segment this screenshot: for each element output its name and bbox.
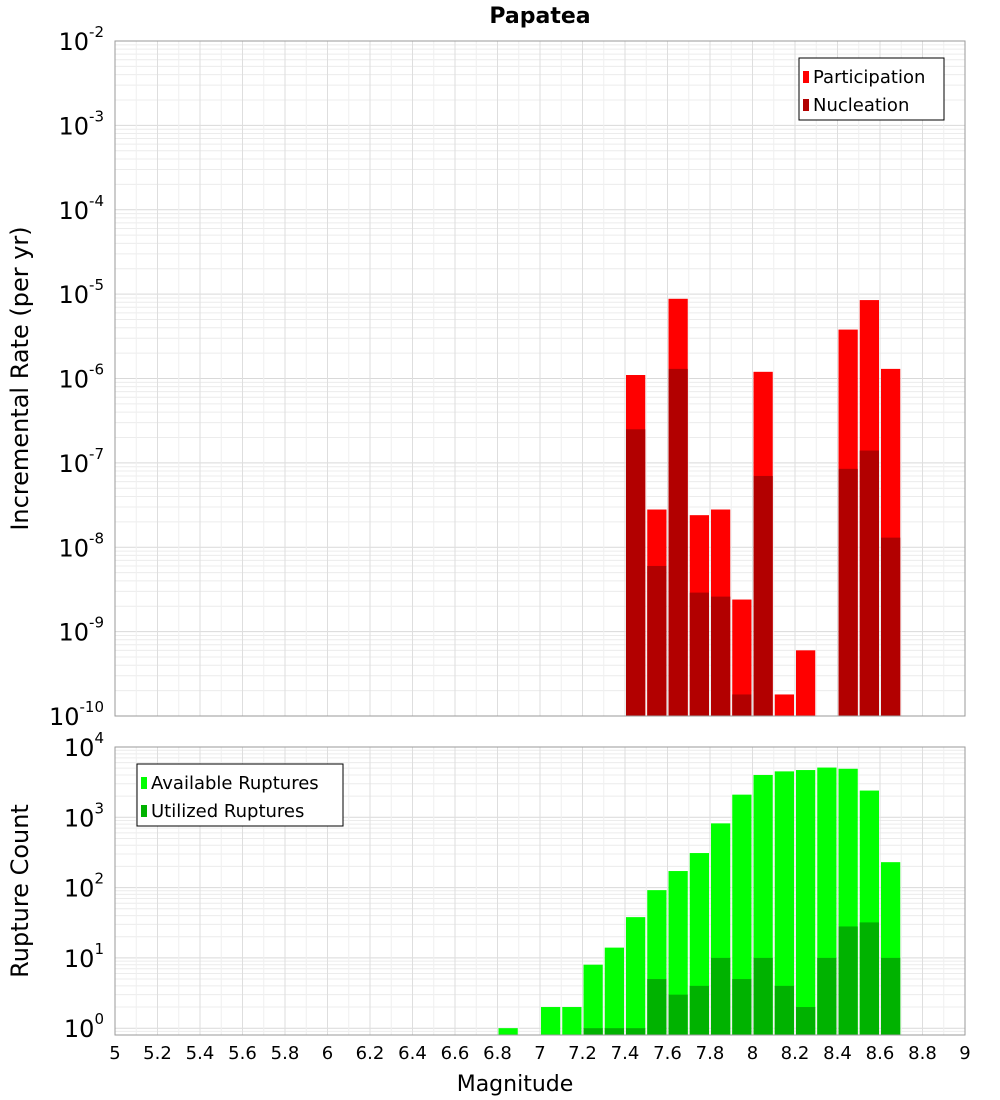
legend-swatch <box>803 71 809 83</box>
x-tick-label: 6.8 <box>483 1043 512 1064</box>
bar-nucleation <box>689 592 709 716</box>
legend-label: Participation <box>813 67 925 88</box>
legend-label: Nucleation <box>813 95 909 116</box>
legend-box <box>798 57 945 121</box>
y-tick-label: 10-2 <box>58 23 104 56</box>
legend-swatch <box>141 777 147 789</box>
y-tick-label: 10-6 <box>58 361 104 394</box>
bar-utilized-ruptures <box>859 922 879 1035</box>
bar-nucleation <box>732 694 752 716</box>
bar-nucleation <box>838 468 858 716</box>
x-tick-label: 7.6 <box>653 1043 682 1064</box>
bar-utilized-ruptures <box>732 979 752 1035</box>
x-tick-label: 7.2 <box>568 1043 597 1064</box>
x-tick-label: 5.4 <box>186 1043 215 1064</box>
x-tick-label: 5.2 <box>143 1043 172 1064</box>
bar-available-ruptures <box>626 917 646 1035</box>
x-tick-label: 7.4 <box>611 1043 640 1064</box>
bar-available-ruptures <box>732 794 752 1035</box>
legend-swatch <box>803 99 809 111</box>
plot-border-2 <box>114 746 966 1036</box>
x-tick-label: 8.2 <box>781 1043 810 1064</box>
y-tick-label: 10-9 <box>58 614 104 647</box>
y-tick-label: 102 <box>64 870 104 903</box>
bar-utilized-ruptures <box>753 957 773 1035</box>
bar-utilized-ruptures <box>689 985 709 1035</box>
bar-nucleation <box>711 596 731 716</box>
legend-label: Available Ruptures <box>151 773 319 794</box>
bar-available-ruptures <box>498 1028 518 1035</box>
y-tick-label: 10-4 <box>58 192 104 225</box>
bar-nucleation <box>859 450 879 716</box>
x-tick-label: 6 <box>322 1043 333 1064</box>
x-tick-label: 9 <box>959 1043 970 1064</box>
x-tick-label: 8.8 <box>908 1043 937 1064</box>
bar-available-ruptures <box>583 964 603 1035</box>
legend-label: Utilized Ruptures <box>151 801 304 822</box>
plot-border-1 <box>114 40 966 717</box>
chart-title: Papatea <box>489 4 590 29</box>
bar-utilized-ruptures <box>838 926 858 1035</box>
bar-nucleation <box>881 537 901 716</box>
x-tick-label: 5 <box>109 1043 120 1064</box>
x-tick-label: 8.6 <box>866 1043 895 1064</box>
bar-utilized-ruptures <box>647 979 667 1035</box>
y-tick-label: 10-3 <box>58 107 104 140</box>
y-tick-label: 103 <box>64 799 104 832</box>
bar-available-ruptures <box>562 1007 582 1035</box>
y-tick-label: 104 <box>64 729 104 762</box>
y-tick-label: 100 <box>64 1010 104 1043</box>
bar-utilized-ruptures <box>604 1028 624 1035</box>
bar-utilized-ruptures <box>711 957 731 1035</box>
x-tick-label: 8.4 <box>823 1043 852 1064</box>
bar-utilized-ruptures <box>796 1007 816 1035</box>
x-tick-label: 6.2 <box>356 1043 385 1064</box>
bar-participation <box>732 599 752 716</box>
bar-nucleation <box>647 565 667 716</box>
bar-available-ruptures <box>541 1007 561 1035</box>
legend-swatch <box>141 805 147 817</box>
x-axis-label: Magnitude <box>457 1072 574 1097</box>
bar-utilized-ruptures <box>668 994 688 1035</box>
bar-available-ruptures <box>668 871 688 1035</box>
x-tick-label: 8 <box>747 1043 758 1064</box>
bar-nucleation <box>753 475 773 716</box>
legend-box <box>136 763 344 827</box>
bar-utilized-ruptures <box>881 957 901 1035</box>
x-tick-label: 7 <box>534 1043 545 1064</box>
x-tick-label: 5.6 <box>228 1043 257 1064</box>
bar-nucleation <box>626 429 646 716</box>
x-tick-label: 5.8 <box>271 1043 300 1064</box>
bar-participation <box>774 694 794 716</box>
bar-utilized-ruptures <box>774 985 794 1035</box>
y-tick-label: 10-5 <box>58 276 104 309</box>
y-tick-label: 10-10 <box>49 698 104 731</box>
x-tick-label: 7.8 <box>696 1043 725 1064</box>
bar-available-ruptures <box>774 771 794 1035</box>
bar-participation <box>796 650 816 716</box>
y-tick-label: 101 <box>64 940 104 973</box>
bar-available-ruptures <box>604 947 624 1035</box>
bar-utilized-ruptures <box>583 1028 603 1035</box>
bar-utilized-ruptures <box>626 1028 646 1035</box>
y-tick-label: 10-8 <box>58 529 104 562</box>
x-tick-label: 6.4 <box>398 1043 427 1064</box>
bar-utilized-ruptures <box>817 957 837 1035</box>
x-tick-label: 6.6 <box>441 1043 470 1064</box>
y-axis-label: Incremental Rate (per yr) <box>6 226 34 530</box>
bar-nucleation <box>668 368 688 716</box>
bar-available-ruptures <box>796 770 816 1035</box>
y-axis-label: Rupture Count <box>6 804 34 978</box>
y-tick-label: 10-7 <box>58 445 104 478</box>
